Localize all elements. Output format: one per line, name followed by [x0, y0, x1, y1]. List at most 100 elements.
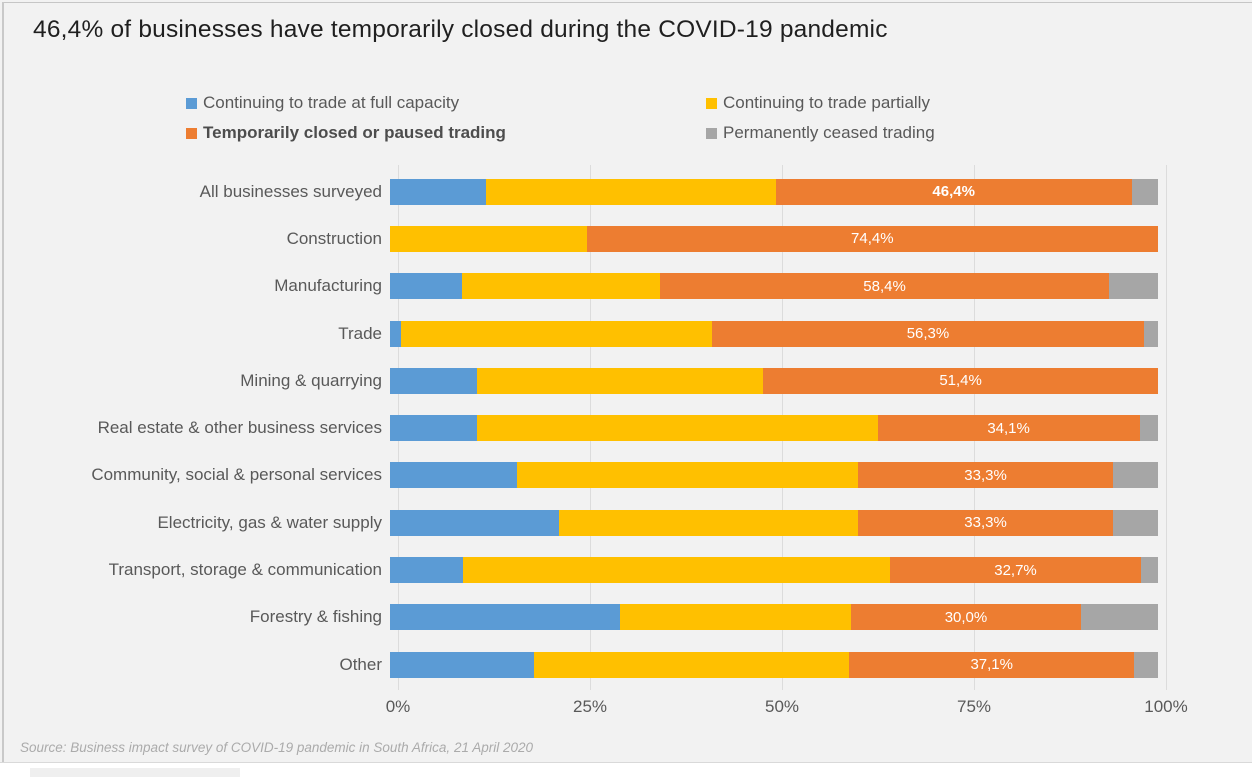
bar-segment: 34,1% — [877, 415, 1140, 442]
bar-segment: 58,4% — [660, 273, 1109, 300]
bar-track: 46,4% — [390, 178, 1158, 205]
bar-segment — [390, 462, 518, 489]
bottom-window-edge-highlight — [30, 768, 240, 777]
bar-segment: 30,0% — [850, 604, 1082, 631]
legend-label: Continuing to trade at full capacity — [203, 93, 460, 112]
bar-track: 37,1% — [390, 651, 1158, 678]
bar-segment: 74,4% — [586, 225, 1158, 252]
bar-segment — [476, 367, 764, 394]
bar-segment: 32,7% — [889, 557, 1142, 584]
chart-row: Real estate & other business services 34,… — [0, 404, 1166, 451]
bar-segment — [1144, 320, 1158, 347]
x-axis-tick-label: 100% — [1144, 697, 1188, 716]
bar-segment — [400, 320, 712, 347]
x-axis-tick-label: 50% — [764, 697, 800, 716]
chart-row: Transport, storage & communication 32,7% — [0, 546, 1166, 593]
category-label: Construction — [286, 228, 382, 248]
bar-data-label: 58,4% — [863, 277, 906, 295]
bar-track: 74,4% — [390, 225, 1158, 252]
bar-segment — [390, 509, 559, 536]
chart-rows: All businesses surveyed 46,4% Construction… — [0, 168, 1166, 688]
bar-segment: 46,4% — [775, 178, 1132, 205]
x-axis-tick-label: 0% — [385, 697, 411, 716]
bar-segment — [390, 415, 477, 442]
legend-label: Permanently ceased trading — [723, 123, 935, 142]
bar-data-label: 32,7% — [994, 561, 1037, 579]
chart-row: Manufacturing 58,4% — [0, 263, 1166, 310]
legend-label: Temporarily closed or paused trading — [203, 123, 506, 142]
category-label: Forestry & fishing — [249, 607, 382, 627]
bar-segment — [390, 651, 534, 678]
bar-segment — [1113, 509, 1158, 536]
bar-segment — [1081, 604, 1158, 631]
legend-swatch-icon — [706, 97, 717, 109]
legend-swatch-icon — [186, 97, 197, 109]
bar-segment — [390, 367, 477, 394]
bar-data-label: 74,4% — [851, 230, 894, 248]
window-top-border — [3, 2, 1252, 3]
bar-segment — [517, 462, 858, 489]
bar-track: 33,3% — [390, 509, 1158, 536]
chart-row: Community, social & personal services 33,… — [0, 452, 1166, 499]
bar-segment — [462, 557, 890, 584]
bar-data-label: 51,4% — [939, 372, 982, 390]
bar-data-label: 30,0% — [944, 608, 988, 626]
source-note: Source: Business impact survey of COVID-… — [20, 740, 533, 755]
bar-track: 56,3% — [390, 320, 1158, 347]
category-label: Community, social & personal services — [91, 465, 382, 485]
gridline — [1166, 165, 1167, 690]
chart-row: Mining & quarrying 51,4% — [0, 357, 1166, 404]
bar-track: 32,7% — [390, 557, 1158, 584]
bar-segment — [1141, 557, 1158, 584]
bar-segment — [1139, 415, 1158, 442]
chart-title: 46,4% of businesses have temporarily clo… — [33, 16, 888, 43]
bar-segment: 56,3% — [711, 320, 1145, 347]
category-label: Trade — [338, 323, 382, 343]
bar-segment — [620, 604, 851, 631]
bottom-window-edge — [0, 762, 1252, 777]
category-label: All businesses surveyed — [199, 181, 382, 201]
bar-segment — [390, 557, 463, 584]
window-left-border — [2, 2, 4, 763]
category-label: Electricity, gas & water supply — [157, 512, 382, 532]
bar-data-label: 33,3% — [964, 514, 1007, 532]
legend-item: Continuing to trade partially — [706, 92, 930, 114]
bar-segment — [462, 273, 661, 300]
bar-segment — [533, 651, 850, 678]
bar-data-label: 46,4% — [932, 183, 975, 201]
legend-swatch-icon — [186, 127, 197, 139]
legend-swatch-icon — [706, 127, 717, 139]
bar-track: 51,4% — [390, 367, 1158, 394]
bar-track: 34,1% — [390, 415, 1158, 442]
category-label: Mining & quarrying — [240, 370, 382, 390]
x-axis-tick-label: 25% — [572, 697, 608, 716]
bar-data-label: 34,1% — [987, 419, 1030, 437]
bar-segment: 37,1% — [849, 651, 1135, 678]
bar-data-label: 33,3% — [964, 466, 1007, 484]
chart-row: Other 37,1% — [0, 641, 1166, 688]
chart-row: Construction 74,4% — [0, 215, 1166, 262]
legend-label: Continuing to trade partially — [723, 93, 930, 112]
legend-item: Continuing to trade at full capacity — [186, 92, 459, 114]
bar-segment — [558, 509, 858, 536]
bar-track: 33,3% — [390, 462, 1158, 489]
category-label: Real estate & other business services — [97, 418, 382, 438]
bar-track: 30,0% — [390, 604, 1158, 631]
x-axis-tick-label: 75% — [956, 697, 992, 716]
category-label: Manufacturing — [274, 276, 382, 296]
bar-segment — [390, 178, 486, 205]
bar-segment — [390, 273, 463, 300]
bar-segment — [390, 320, 401, 347]
bar-segment — [486, 178, 776, 205]
bar-segment — [1131, 178, 1158, 205]
bar-segment — [1108, 273, 1158, 300]
bar-segment: 33,3% — [857, 509, 1114, 536]
bar-data-label: 37,1% — [970, 656, 1013, 674]
bar-track: 58,4% — [390, 273, 1158, 300]
bar-segment: 51,4% — [763, 367, 1158, 394]
bar-segment — [390, 604, 621, 631]
bar-segment — [390, 225, 587, 252]
chart-row: All businesses surveyed 46,4% — [0, 168, 1166, 215]
legend-item: Permanently ceased trading — [706, 122, 935, 144]
legend-item: Temporarily closed or paused trading — [186, 122, 506, 144]
